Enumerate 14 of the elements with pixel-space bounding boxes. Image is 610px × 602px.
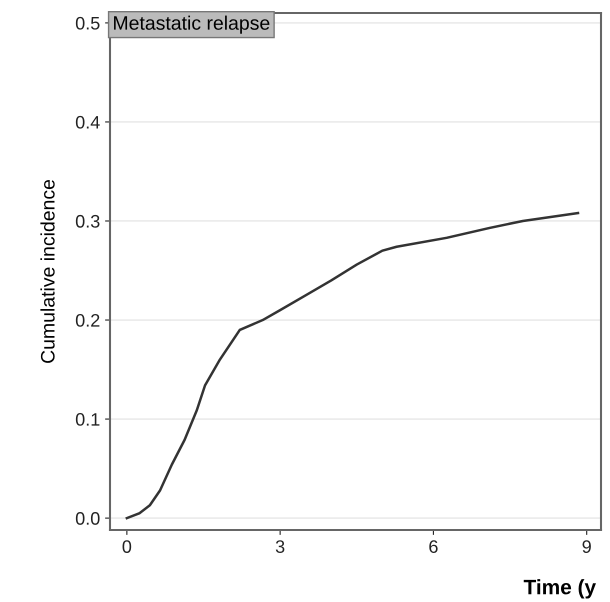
line-series (126, 212, 580, 520)
x-axis-title: Time (y (524, 579, 596, 599)
y-tick-label: 0.4 (76, 116, 100, 129)
y-tick-label: 0.2 (76, 314, 100, 327)
y-tick-label: 0.1 (76, 413, 100, 426)
y-tick-label: 0.3 (76, 214, 100, 228)
x-tick-label: 6 (429, 540, 438, 553)
annotation: Metastatic relapse (114, 16, 270, 34)
y-tick-label: 0.5 (76, 16, 100, 30)
x-tick-label: 3 (276, 540, 284, 553)
x-tick-label: 0 (122, 540, 132, 553)
y-tick-label: 0.0 (76, 512, 100, 525)
x-tick-label: 9 (582, 540, 591, 553)
y-axis-title: Cumulative incidence (40, 180, 55, 363)
